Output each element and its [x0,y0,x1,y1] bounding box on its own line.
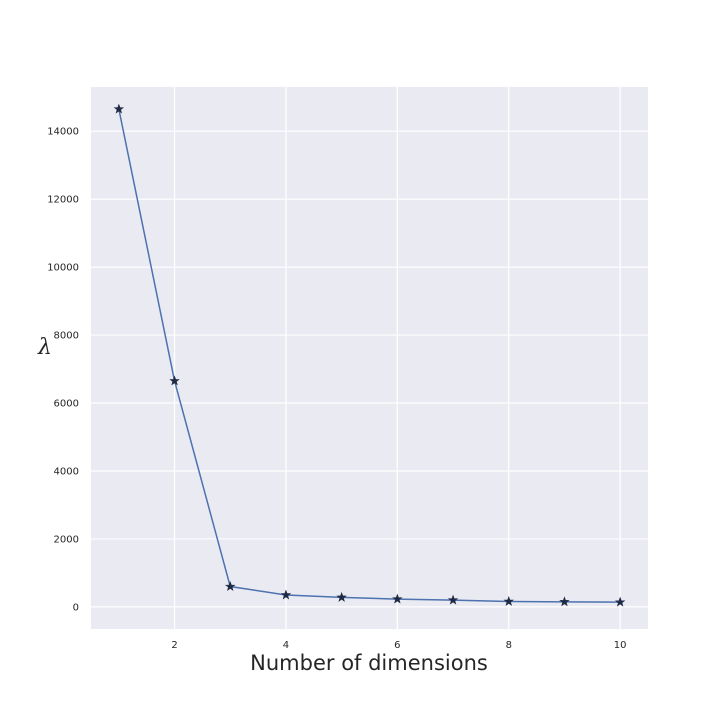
y-axis-label: λ [37,335,52,360]
y-tick-label: 8000 [54,331,79,342]
data-point [392,593,403,604]
y-tick-label: 14000 [47,127,79,138]
data-point [614,596,626,607]
x-tick-label: 6 [394,640,400,651]
data-point [280,589,292,600]
data-point [336,591,347,602]
series-group [113,103,626,607]
data-point [225,581,236,591]
y-tick-label: 6000 [54,399,79,410]
x-tick-label: 2 [171,640,177,651]
data-point [447,594,459,605]
grid [91,87,648,629]
data-point [113,103,125,114]
y-tick-label: 12000 [47,195,79,206]
x-axis-label: Number of dimensions [250,651,488,675]
x-tick-label: 10 [614,640,627,651]
y-tick-label: 0 [73,602,79,613]
data-point [169,375,180,386]
y-tick-label: 4000 [54,466,79,477]
y-tick-label: 10000 [47,263,79,274]
data-point [503,596,514,606]
data-point [559,596,570,607]
tick-labels: 2 4 6 8 10 0 2000 4000 6000 8000 10000 12000 14000 [47,127,626,651]
series-line [118,108,621,603]
x-tick-label: 4 [283,640,289,651]
y-tick-label: 2000 [54,534,79,545]
x-tick-label: 8 [506,640,512,651]
